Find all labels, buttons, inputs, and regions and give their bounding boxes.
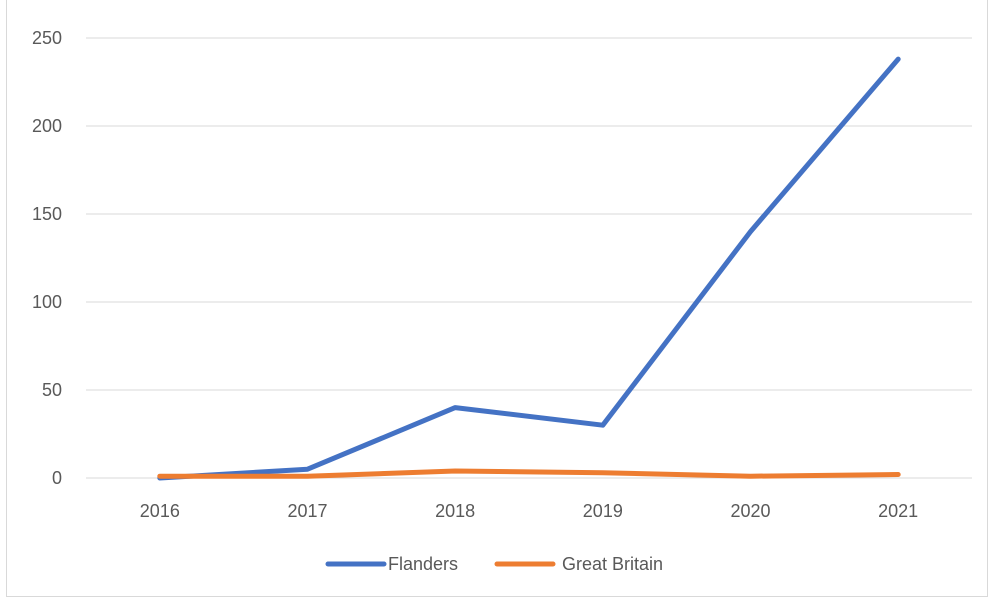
x-tick-label-2021: 2021 (878, 501, 918, 521)
legend: Flanders Great Britain (325, 554, 663, 574)
x-tick-label-2020: 2020 (730, 501, 770, 521)
y-tick-label-200: 200 (32, 116, 62, 136)
x-tick-label-2016: 2016 (140, 501, 180, 521)
y-tick-label-0: 0 (52, 468, 62, 488)
series-line-great-britain (157, 468, 901, 479)
y-tick-label-100: 100 (32, 292, 62, 312)
series-lines (157, 56, 901, 481)
series-line-flanders (157, 56, 901, 481)
x-tick-label-2018: 2018 (435, 501, 475, 521)
y-tick-label-50: 50 (42, 380, 62, 400)
x-axis: 2016 2017 2018 2019 2020 2021 (140, 501, 918, 521)
y-tick-label-150: 150 (32, 204, 62, 224)
chart-frame (6, 0, 988, 597)
x-tick-label-2019: 2019 (583, 501, 623, 521)
legend-label-great-britain: Great Britain (562, 554, 663, 574)
y-tick-label-250: 250 (32, 28, 62, 48)
y-axis: 0 50 100 150 200 250 (32, 28, 62, 488)
x-tick-label-2017: 2017 (287, 501, 327, 521)
gridlines (86, 37, 972, 479)
legend-label-flanders: Flanders (388, 554, 458, 574)
